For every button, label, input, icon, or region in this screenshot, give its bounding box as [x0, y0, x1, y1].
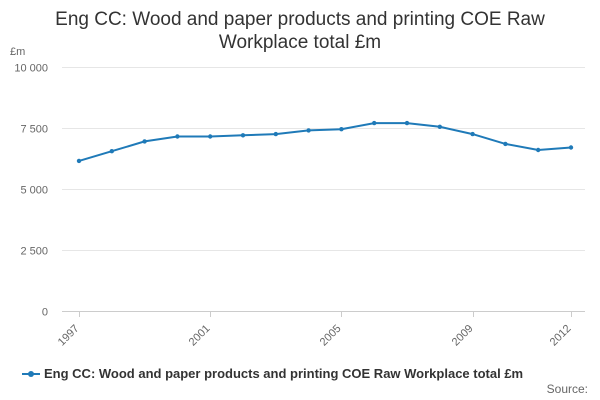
x-tick-label: 2012 [548, 323, 574, 349]
data-point[interactable] [470, 131, 475, 137]
data-point[interactable] [175, 134, 180, 139]
legend-label: Eng CC: Wood and paper products and prin… [44, 366, 524, 381]
data-point[interactable] [339, 127, 344, 132]
y-tick-label: 10 000 [14, 63, 48, 75]
grid-lines [62, 67, 585, 312]
x-tick-label: 1997 [56, 323, 82, 349]
data-point[interactable] [76, 158, 82, 164]
series-layer [76, 120, 574, 164]
data-point[interactable] [372, 120, 377, 126]
chart-title-line-2: Workplace total £m [218, 32, 382, 53]
y-tick-label: 7 500 [20, 124, 48, 136]
data-point[interactable] [109, 149, 115, 154]
y-axis-unit-label: £m [10, 46, 25, 58]
data-point[interactable] [568, 145, 574, 150]
y-tick-label: 5 000 [20, 185, 48, 197]
data-point[interactable] [273, 131, 278, 137]
legend-swatch [22, 369, 40, 379]
x-tick-label: 2009 [450, 323, 476, 349]
axes: 0 2 500 5 000 7 500 10 000 1997 2001 2005 2009 20… [14, 63, 573, 349]
y-tick-label: 2 500 [20, 246, 48, 258]
chart-title: Eng CC: Wood and paper products and prin… [0, 8, 600, 54]
chart-title-line-1: Eng CC: Wood and paper products and prin… [55, 9, 545, 30]
x-tick-label: 2001 [187, 323, 213, 349]
x-tick-label: 2005 [318, 323, 344, 349]
legend[interactable]: Eng CC: Wood and paper products and prin… [22, 366, 523, 381]
series-line[interactable] [78, 122, 572, 162]
data-point[interactable] [306, 128, 311, 133]
data-point[interactable] [503, 141, 508, 147]
data-point[interactable] [536, 147, 541, 153]
data-point[interactable] [208, 134, 213, 139]
data-point[interactable] [240, 133, 246, 138]
data-point[interactable] [437, 124, 442, 129]
data-point[interactable] [142, 139, 147, 144]
legend-swatch-marker [28, 370, 34, 377]
data-point[interactable] [404, 120, 410, 126]
y-tick-label: 0 [42, 307, 48, 319]
source-label: Source: [546, 382, 588, 396]
